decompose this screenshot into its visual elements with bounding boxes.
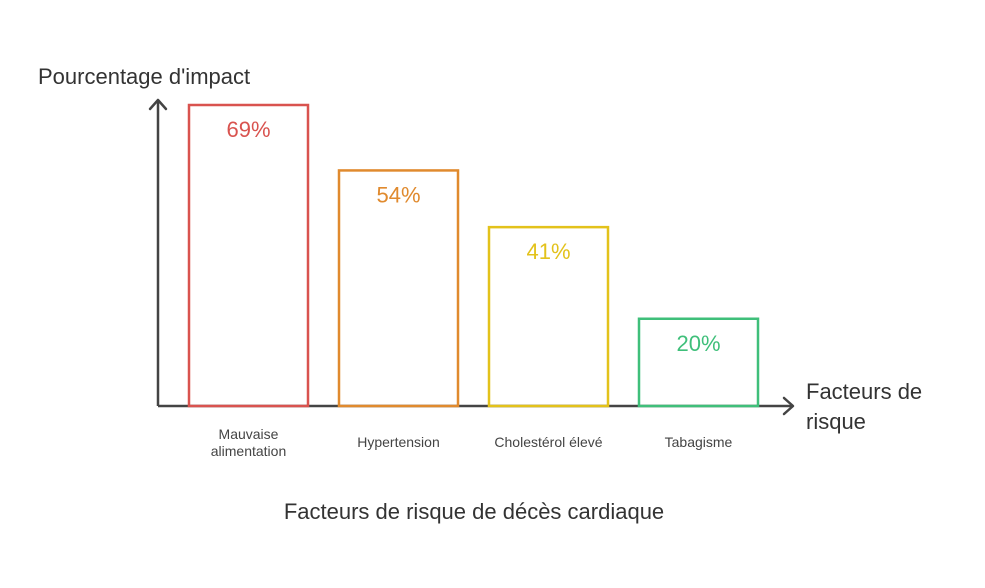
chart-title: Facteurs de risque de décès cardiaque <box>284 499 664 524</box>
bar <box>337 169 460 408</box>
category-label-line: Hypertension <box>357 434 440 450</box>
bars-group <box>187 103 760 408</box>
x-axis-label-line: risque <box>806 409 866 434</box>
y-axis-label: Pourcentage d'impact <box>38 64 250 89</box>
x-axis-label-line: Facteurs de <box>806 379 922 404</box>
bar-value-label: 54% <box>376 182 420 207</box>
category-label-line: Tabagisme <box>665 434 733 450</box>
category-label-line: alimentation <box>211 443 287 459</box>
category-label-line: Mauvaise <box>219 426 279 442</box>
category-label: Tabagisme <box>665 434 733 450</box>
y-axis-arrow-icon <box>148 98 168 111</box>
x-axis-label: Facteurs de risque <box>806 379 922 434</box>
bar <box>637 317 760 408</box>
bar-value-label: 20% <box>676 331 720 356</box>
bar <box>187 103 310 408</box>
bar-value-label: 41% <box>526 239 570 264</box>
axes <box>148 98 795 416</box>
bar <box>487 225 610 408</box>
x-axis-arrow-icon <box>782 396 795 416</box>
category-label: Cholestérol élevé <box>494 434 602 450</box>
labels-group: 69% Mauvaise alimentation 54% Hypertension 41… <box>211 117 733 459</box>
category-label: Mauvaise alimentation <box>211 426 287 459</box>
category-label-line: Cholestérol élevé <box>494 434 602 450</box>
bar-value-label: 69% <box>226 117 270 142</box>
category-label: Hypertension <box>357 434 440 450</box>
